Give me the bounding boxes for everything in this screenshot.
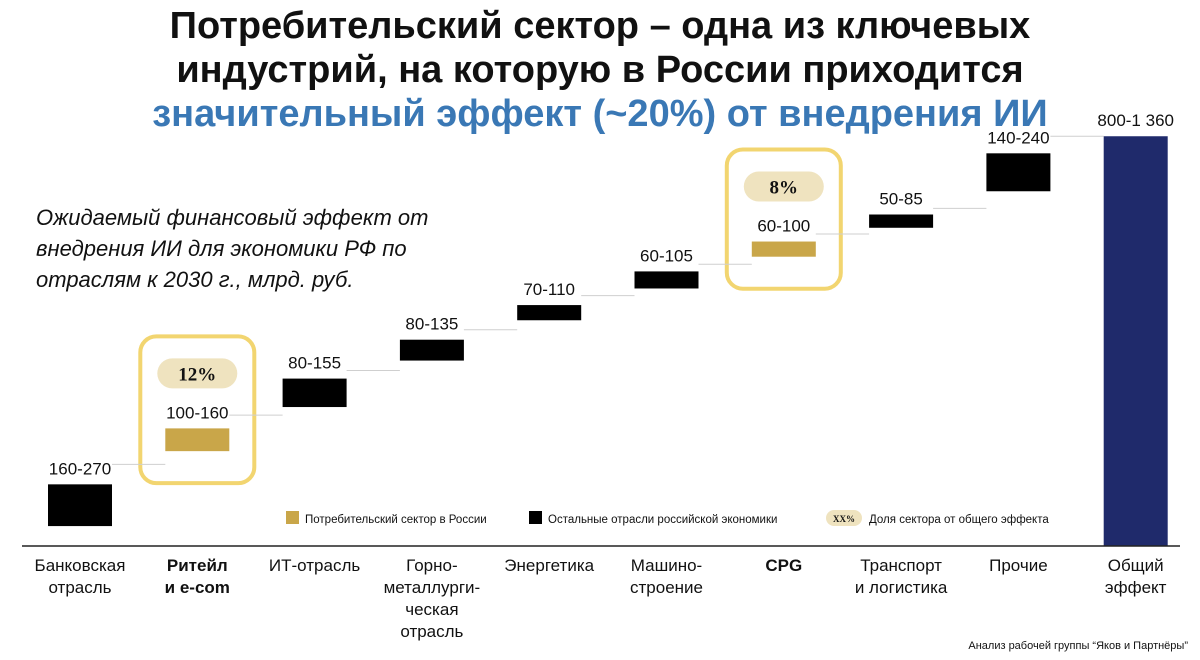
data-label: 140-240 [987, 128, 1049, 147]
legend-swatch-consumer [286, 511, 299, 524]
data-label: 80-155 [288, 354, 341, 373]
category-label: и логистика [855, 578, 948, 597]
category-label: ИТ-отрасль [269, 556, 360, 575]
title-block: Потребительский сектор – одна из ключевы… [0, 4, 1200, 136]
bar [634, 271, 699, 289]
bar [48, 484, 112, 527]
data-label: 800-1 360 [1097, 111, 1174, 130]
data-label: 80-135 [405, 315, 458, 334]
category-label: Энергетика [504, 556, 594, 575]
data-label: 50-85 [879, 189, 922, 208]
category-label: металлурги- [384, 578, 481, 597]
share-badge [743, 171, 824, 202]
bar [399, 339, 464, 361]
bar [986, 153, 1051, 192]
legend-swatch-share [826, 510, 862, 526]
legend-label-consumer: Потребительский сектор в России [305, 514, 487, 526]
bar [869, 214, 934, 228]
bar [517, 305, 582, 321]
data-label: 160-270 [49, 459, 111, 478]
highlight-box [724, 147, 843, 291]
legend-swatch-other [529, 511, 542, 524]
bar [282, 378, 347, 408]
category-label: ческая [405, 600, 458, 619]
page-title-line-1: Потребительский сектор – одна из ключевы… [169, 5, 1031, 47]
data-label: 70-110 [523, 280, 575, 299]
category-label: отрасль [48, 578, 111, 597]
bar [165, 428, 230, 452]
category-label: Транспорт [860, 556, 942, 575]
data-label: 100-160 [166, 403, 228, 422]
highlight-box [138, 334, 257, 486]
page-title-line-2: индустрий, на которую в России приходитс… [176, 49, 1024, 91]
category-label: Банковская [35, 556, 126, 575]
data-label: 60-100 [757, 217, 810, 236]
share-badge [157, 358, 238, 389]
category-label: Прочие [989, 556, 1048, 575]
legend-share-badge-text: XX% [833, 514, 855, 524]
category-label: Горно- [406, 556, 457, 575]
data-label: 60-105 [640, 246, 693, 265]
legend-label-other: Остальные отрасли российской экономики [548, 514, 777, 526]
bar [751, 241, 816, 257]
share-label: 8% [770, 178, 799, 199]
category-label: CPG [765, 556, 802, 575]
chart-subtitle: Ожидаемый финансовый эффект от внедрения… [36, 205, 429, 292]
category-label: и e-com [165, 578, 230, 597]
category-label: эффект [1105, 578, 1167, 597]
legend-label-share: Доля сектора от общего эффекта [869, 514, 1049, 526]
category-label: Машино- [631, 556, 702, 575]
bar [1103, 136, 1168, 547]
category-label: Ритейл [167, 556, 228, 575]
source-note: Анализ рабочей группы “Яков и Партнёры” [968, 640, 1188, 652]
category-label: строение [630, 578, 703, 597]
share-label: 12% [178, 364, 216, 385]
page-title-line-3: значительный эффект (~20%) от внедрения … [152, 93, 1048, 135]
category-label: отрасль [400, 622, 463, 641]
category-label: Общий [1108, 556, 1164, 575]
